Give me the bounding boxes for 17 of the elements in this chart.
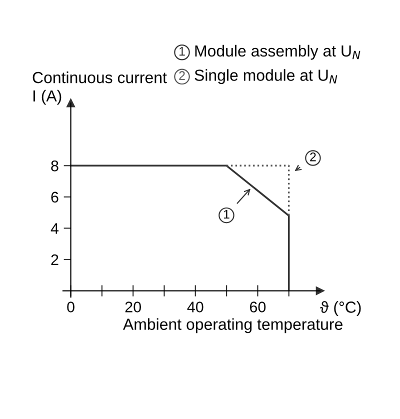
y-tick-label: 8 — [51, 160, 58, 172]
legend-label: Module assembly at U$_{N}$ — [195, 44, 360, 60]
text: 1 — [179, 47, 185, 56]
y-tick-label: 6 — [51, 192, 58, 203]
x-tick-label: 60 — [250, 302, 266, 312]
annotation: 2 — [310, 152, 316, 162]
annotation: 1 — [224, 210, 230, 219]
x-axis-title: Ambient operating temperature — [122, 318, 342, 334]
legend-label: Single module at U$_{N}$ — [194, 69, 338, 84]
y-tick-label: 4 — [50, 223, 59, 234]
y-axis-title: Continuous current I (A) — [32, 72, 167, 105]
x-tick-label: 40 — [187, 302, 204, 312]
x-tick-label: 20 — [125, 302, 141, 312]
text: ϑ (°C) — [320, 301, 361, 316]
y-tick-label: 2 — [51, 254, 58, 266]
x-tick-label: 0 — [67, 302, 74, 312]
text: 2 — [179, 71, 185, 80]
